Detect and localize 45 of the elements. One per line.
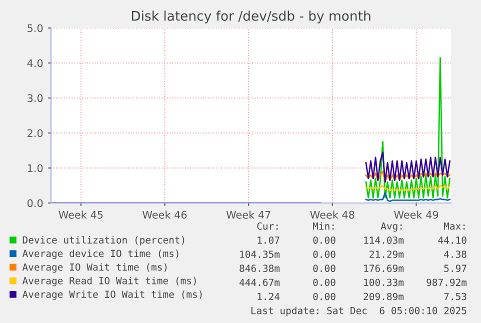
x-tick-label: Week 49 bbox=[394, 210, 438, 219]
text: 5.97 bbox=[444, 264, 466, 272]
x-tick-label: Week 47 bbox=[226, 210, 270, 219]
text: Max: bbox=[444, 222, 465, 230]
y-tick-label: 2.0 bbox=[28, 129, 43, 138]
x-tick-label: Week 45 bbox=[58, 210, 103, 219]
text: 0.00 bbox=[313, 278, 336, 286]
legend-label: Average Read IO Wait time (ms) bbox=[22, 276, 196, 286]
legend-label: Average IO Wait time (ms) bbox=[22, 263, 167, 273]
line-series bbox=[365, 170, 450, 183]
legend-label: Device utilization (percent) bbox=[22, 236, 184, 246]
text: 0.00 bbox=[313, 236, 336, 244]
legend-label: Average Write IO Wait time (ms) bbox=[22, 290, 202, 300]
text: 44.10 bbox=[438, 236, 466, 244]
text: 987.92m bbox=[426, 278, 467, 286]
line-series bbox=[365, 192, 450, 202]
y-tick-label: 1.0 bbox=[28, 164, 43, 172]
x-tick-label: Week 46 bbox=[142, 210, 187, 219]
text: 4.38 bbox=[444, 250, 466, 258]
text: 7.53 bbox=[444, 292, 466, 300]
y-tick-label: 3.0 bbox=[28, 94, 43, 102]
y-tick-label: 0.0 bbox=[27, 199, 43, 208]
text: 100.33m bbox=[364, 278, 404, 286]
text: 0.00 bbox=[313, 292, 336, 300]
text: 209.89m bbox=[364, 292, 404, 300]
y-tick-label: 4.0 bbox=[27, 59, 43, 68]
text: 0.00 bbox=[313, 250, 336, 258]
text: 104.35m bbox=[240, 250, 280, 258]
text: Avg: bbox=[380, 222, 402, 232]
text: Min: bbox=[312, 222, 334, 230]
y-tick-label: 5.0 bbox=[28, 24, 43, 32]
x-tick-label: Week 48 bbox=[310, 210, 354, 219]
text: Last update: Sat Dec 6 05:00:10 2025 bbox=[251, 306, 466, 316]
legend-label: Average device IO time (ms) bbox=[22, 250, 178, 260]
text: 846.38m bbox=[240, 264, 280, 272]
text: 1.24 bbox=[258, 292, 280, 300]
line-series bbox=[365, 57, 450, 198]
text: 444.67m bbox=[240, 278, 280, 286]
text: Cur: bbox=[257, 222, 278, 230]
chart-title: Disk latency for /dev/sdb - by month bbox=[132, 10, 370, 24]
text: 1.07 bbox=[258, 236, 280, 244]
text: 176.69m bbox=[364, 264, 404, 272]
text: 0.00 bbox=[313, 264, 336, 272]
text: 21.29m bbox=[370, 250, 404, 258]
text: 114.03m bbox=[364, 236, 404, 244]
